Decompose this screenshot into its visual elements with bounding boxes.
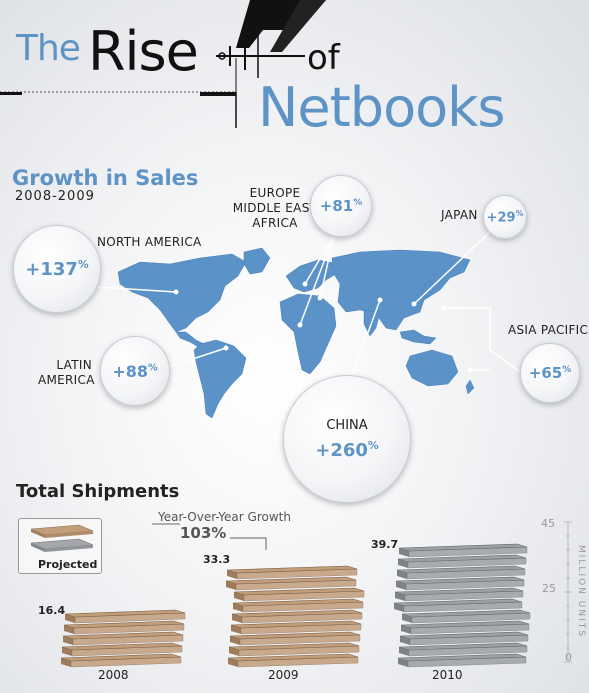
bubble-china: CHINA +260% bbox=[283, 375, 411, 503]
label-north-america: NORTH AMERICA bbox=[97, 235, 202, 249]
axis-tick-45: 45 bbox=[541, 517, 555, 530]
map-south-america bbox=[193, 339, 247, 419]
slab-top bbox=[63, 620, 185, 629]
map-greenland bbox=[243, 247, 271, 275]
slab-top bbox=[229, 631, 361, 640]
map-new-zealand bbox=[465, 379, 475, 395]
map-europe bbox=[285, 259, 341, 293]
slab-top bbox=[397, 653, 527, 662]
slab-top bbox=[61, 642, 183, 651]
stack-2008 bbox=[60, 609, 186, 668]
map-se-asia bbox=[399, 329, 437, 345]
stack-2009 bbox=[225, 565, 365, 668]
bubble-emea: +81% bbox=[310, 175, 372, 237]
legend-box bbox=[18, 518, 102, 574]
value-2009: 33.3 bbox=[203, 553, 231, 566]
shipment-stacks bbox=[60, 543, 531, 668]
label-latin-america: LATIN AMERICA bbox=[38, 358, 95, 387]
map-australia bbox=[405, 349, 459, 387]
slab-top bbox=[232, 598, 364, 607]
slab-top bbox=[401, 609, 531, 618]
growth-title: Growth in Sales bbox=[12, 166, 199, 190]
year-2010: 2010 bbox=[432, 668, 463, 682]
stack-2010 bbox=[393, 543, 531, 668]
legend-swatches bbox=[30, 524, 94, 552]
yoy-label: Year-Over-Year Growth bbox=[158, 510, 291, 524]
axis-tick-25: 25 bbox=[542, 582, 556, 595]
slab-top bbox=[397, 554, 527, 563]
slab-top bbox=[398, 543, 528, 552]
slab-top bbox=[226, 565, 358, 574]
world-map bbox=[96, 229, 527, 419]
value-2010: 39.7 bbox=[371, 538, 399, 551]
connector-emea-2 bbox=[319, 234, 335, 299]
slab-top bbox=[396, 565, 526, 574]
slab-top bbox=[393, 598, 523, 607]
title-the: The bbox=[16, 28, 81, 69]
value-2008: 16.4 bbox=[38, 604, 66, 617]
title-rise: Rise bbox=[88, 20, 199, 83]
connector-north-america bbox=[96, 286, 177, 293]
yoy-bracket bbox=[152, 523, 267, 550]
title-of: of bbox=[307, 38, 340, 78]
slab-top bbox=[394, 587, 524, 596]
slab-top bbox=[64, 609, 186, 618]
label-japan: JAPAN bbox=[441, 208, 478, 222]
year-2009: 2009 bbox=[268, 668, 299, 682]
map-north-america bbox=[117, 253, 247, 333]
bubble-latin-america: +88% bbox=[100, 336, 170, 406]
yoy-value: 103% bbox=[180, 524, 227, 542]
connector-emea-3 bbox=[299, 234, 335, 326]
slab-top bbox=[60, 653, 182, 662]
label-emea: EUROPE MIDDLE EAST AFRICA bbox=[232, 186, 318, 230]
units-label: MILLION UNITS bbox=[576, 545, 586, 638]
title-netbooks: Netbooks bbox=[258, 76, 506, 139]
slab-top bbox=[399, 631, 529, 640]
slab-top bbox=[233, 587, 365, 596]
slab-top bbox=[231, 609, 363, 618]
legend-label-projected: Projected bbox=[38, 558, 98, 571]
title-decoration bbox=[0, 0, 326, 128]
year-2008: 2008 bbox=[98, 668, 129, 682]
map-africa bbox=[279, 293, 337, 375]
slab-top bbox=[227, 653, 359, 662]
connector-japan bbox=[413, 229, 493, 305]
connector-asia-pacific-1 bbox=[444, 307, 527, 377]
map-asia bbox=[331, 249, 471, 331]
axis-scale bbox=[564, 521, 572, 663]
bubble-asia-pacific: +65% bbox=[520, 343, 580, 403]
bubble-japan: +29% bbox=[483, 195, 527, 239]
slab-top bbox=[400, 620, 530, 629]
slab-top bbox=[230, 620, 362, 629]
shipments-title: Total Shipments bbox=[16, 481, 180, 502]
growth-years: 2008-2009 bbox=[15, 189, 95, 204]
slab-top bbox=[398, 642, 528, 651]
slab-top bbox=[228, 642, 360, 651]
bubble-north-america: +137% bbox=[13, 225, 101, 313]
slab-top bbox=[225, 576, 357, 585]
slab-top bbox=[395, 576, 525, 585]
connector-emea-1 bbox=[304, 234, 335, 285]
slab-top bbox=[62, 631, 184, 640]
label-asia-pacific: ASIA PACIFIC bbox=[508, 323, 589, 337]
